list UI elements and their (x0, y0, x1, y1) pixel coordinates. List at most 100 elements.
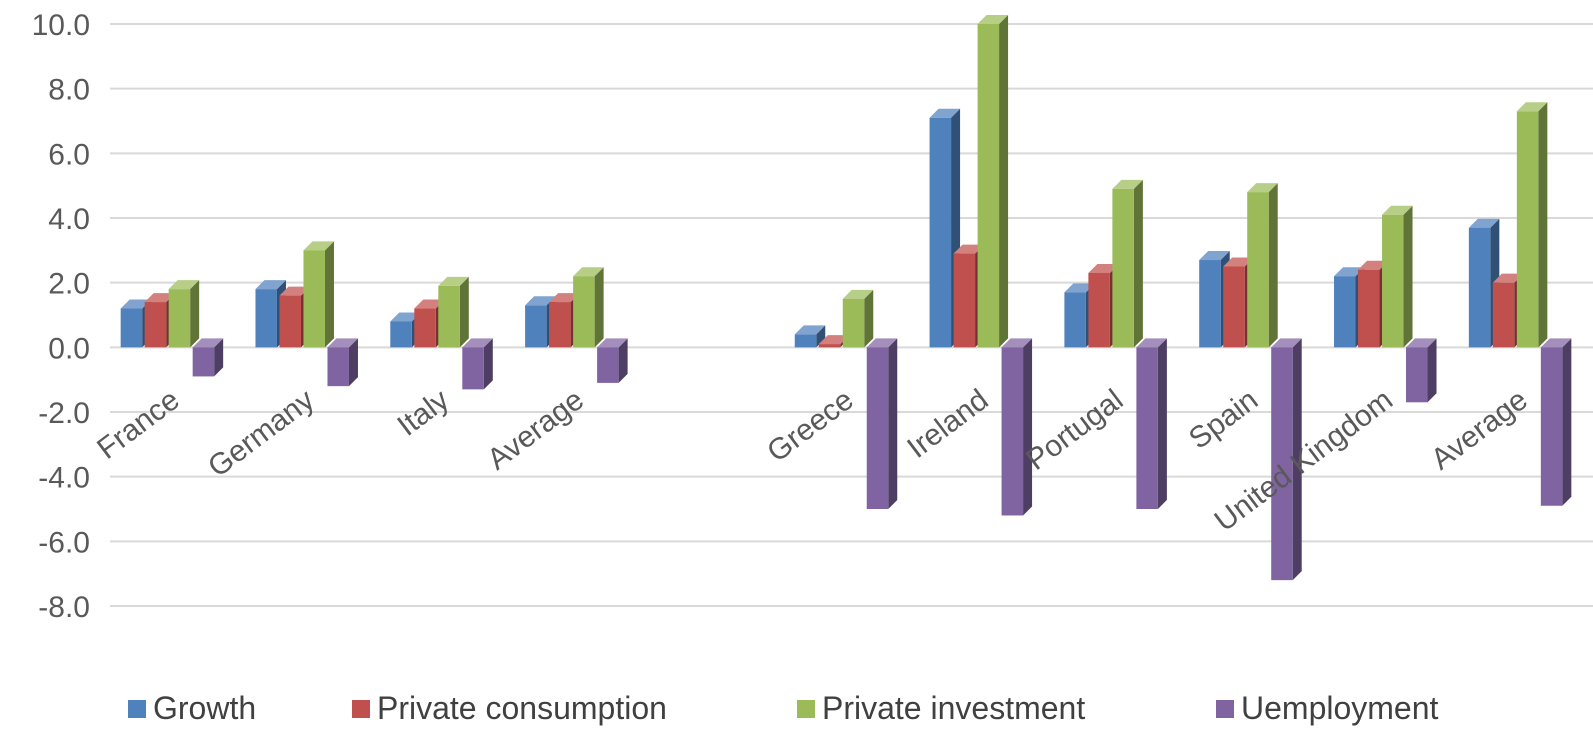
bar-top-face (1247, 183, 1278, 193)
bar-front-face (953, 253, 976, 348)
bar-top-face (1199, 251, 1230, 261)
y-tick-label: 2.0 (48, 268, 90, 301)
bar-top-face (1540, 338, 1572, 348)
bar-front-face (818, 344, 841, 348)
bar-top-face (818, 335, 850, 345)
bar-side-face (594, 267, 604, 348)
category-label: Ireland (901, 383, 994, 465)
bar-front-face (929, 117, 952, 348)
category-label: Italy (391, 383, 455, 442)
y-axis-ticks: 10.0 8.0 6.0 4.0 2.0 0.0 -2.0 -4.0 -6.0 -8.0 (32, 9, 90, 624)
bar-private-investment-ireland (977, 15, 1009, 348)
bar-front-face (192, 347, 215, 377)
bar-top-face (390, 312, 421, 322)
bar-growth-portugal (1064, 283, 1095, 348)
bar-side-face (348, 338, 358, 387)
bar-front-face (462, 347, 484, 390)
bar-top-face (1358, 260, 1389, 270)
bar-top-face (549, 293, 580, 303)
bar-top-face (1088, 263, 1119, 273)
bar-layer (120, 15, 1572, 581)
bar-front-face (1382, 214, 1404, 348)
legend-swatch (1216, 700, 1234, 718)
bar-top-face (192, 338, 224, 348)
bar-front-face (168, 289, 191, 348)
bar-front-face (573, 276, 595, 348)
category-labels: France Germany Italy Average Greece Ireland Po… (91, 383, 1534, 538)
bar-top-face (1492, 273, 1524, 283)
bar-front-face (597, 347, 619, 383)
bar-top-face (794, 325, 826, 335)
category-label: Greece (761, 383, 859, 469)
bar-front-face (414, 308, 436, 348)
category-label: Average (481, 383, 590, 476)
bar-uemployment-germany (327, 338, 358, 387)
bar-private-investment-germany (303, 241, 334, 348)
bar-side-face (1133, 179, 1143, 348)
bar-uemployment-france (192, 338, 224, 377)
bar-front-face (794, 334, 817, 348)
bar-front-face (303, 250, 325, 348)
bar-side-face (618, 338, 628, 383)
bar-side-face (999, 15, 1009, 348)
bar-side-face (459, 276, 469, 348)
bar-top-face (438, 276, 469, 286)
bar-uemployment-greece (866, 338, 898, 509)
category-label: Portugal (1020, 383, 1129, 477)
legend-swatch (797, 700, 815, 718)
bar-front-face (327, 347, 349, 387)
bar-top-face (1223, 257, 1254, 267)
y-tick-label: 0.0 (48, 332, 90, 365)
bar-private-investment-portugal (1112, 179, 1143, 348)
bar-side-face (214, 338, 224, 377)
legend-item-private-investment: Private investment (797, 690, 1085, 726)
bar-front-face (525, 305, 547, 348)
bar-front-face (1247, 192, 1269, 348)
bar-top-face (1064, 283, 1095, 293)
bar-private-investment-italy (438, 276, 469, 348)
bar-front-face (279, 295, 301, 348)
bar-front-face (866, 347, 889, 509)
bar-uemployment-ireland (1001, 338, 1033, 516)
bar-side-face (1538, 102, 1548, 348)
legend-item-private-consumption: Private consumption (352, 690, 667, 726)
bar-top-face (842, 289, 874, 299)
y-tick-label: -2.0 (38, 397, 90, 430)
bar-front-face (1468, 227, 1491, 348)
legend-swatch (128, 700, 146, 718)
bar-front-face (1199, 260, 1221, 348)
bar-side-face (1292, 338, 1302, 581)
bar-front-face (977, 24, 1000, 348)
bar-front-face (1271, 347, 1293, 581)
bar-top-face (303, 241, 334, 251)
bar-front-face (1064, 292, 1086, 348)
bar-top-face (255, 280, 286, 290)
bar-top-face (279, 286, 310, 296)
bar-side-face (816, 325, 826, 348)
bar-side-face (1427, 338, 1437, 403)
legend-item-growth: Growth (128, 690, 256, 726)
bar-top-face (1516, 102, 1548, 112)
y-tick-label: 8.0 (48, 74, 90, 107)
bar-front-face (390, 321, 412, 348)
bar-front-face (1001, 347, 1024, 516)
bar-top-face (144, 293, 176, 303)
bar-side-face (864, 289, 874, 348)
bar-uemployment-united-kingdom (1406, 338, 1437, 403)
bar-front-face (549, 302, 571, 348)
bar-front-face (1334, 276, 1356, 348)
bar-side-face (1403, 205, 1413, 348)
bar-private-investment-spain (1247, 183, 1278, 348)
bar-uemployment-average (597, 338, 628, 383)
bar-top-face (168, 280, 200, 290)
bar-front-face (1516, 111, 1539, 348)
bar-front-face (1540, 347, 1563, 506)
y-tick-label: 10.0 (32, 9, 90, 42)
bar-front-face (1223, 266, 1245, 348)
bar-top-face (414, 299, 445, 309)
bar-uemployment-italy (462, 338, 493, 390)
bar-top-face (1468, 218, 1500, 228)
bar-top-face (1001, 338, 1033, 348)
bar-side-face (483, 338, 493, 390)
